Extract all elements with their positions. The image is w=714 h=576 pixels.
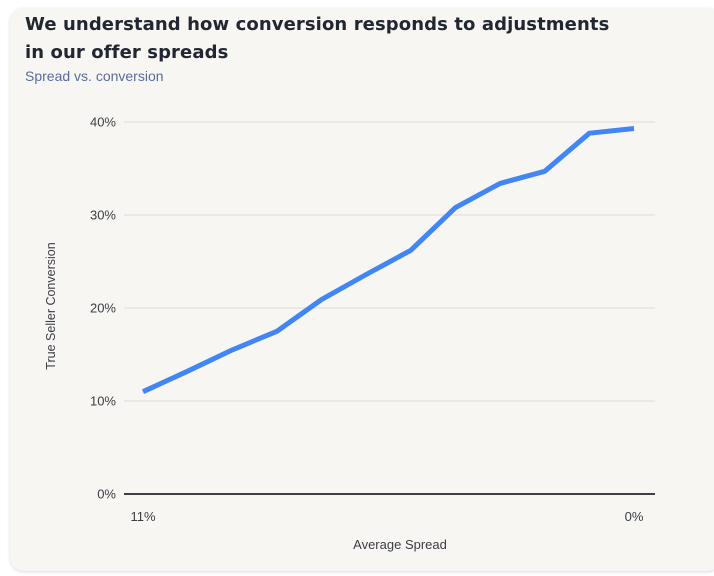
page-title-line-1: We understand how conversion responds to…: [25, 14, 610, 35]
y-axis-title: True Seller Conversion: [44, 242, 58, 370]
y-tick-label: 10%: [90, 394, 116, 409]
chart-subtitle: Spread vs. conversion: [25, 68, 164, 84]
x-tick-label: 11%: [130, 509, 155, 524]
chart-card: [10, 8, 714, 571]
y-tick-label: 40%: [90, 115, 116, 130]
x-tick-label: 0%: [625, 509, 644, 524]
conversion-line-series[interactable]: [141, 126, 635, 394]
page-title: We understand how conversion responds to…: [25, 11, 685, 67]
y-tick-label: 20%: [90, 301, 116, 316]
x-axis-title: Average Spread: [353, 537, 447, 552]
y-tick-label: 0%: [97, 487, 116, 502]
y-tick-label: 30%: [90, 208, 116, 223]
page-title-line-2: in our offer spreads: [25, 41, 229, 63]
